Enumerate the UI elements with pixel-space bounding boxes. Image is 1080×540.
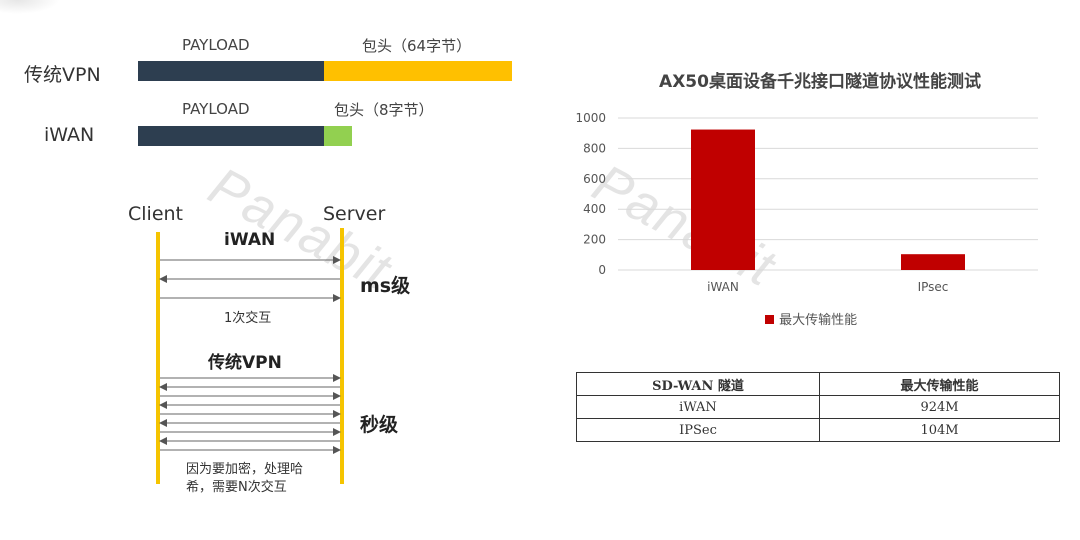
- vpn-header-caption: 包头（64字节）: [362, 37, 472, 55]
- iwan-sequence-title: iWAN: [224, 230, 276, 250]
- y-tick-label: 0: [598, 263, 606, 277]
- iwan-row-label: iWAN: [44, 124, 95, 146]
- table-row: IPSec 104M: [576, 418, 1060, 442]
- table-header-row: SD-WAN 隧道 最大传输性能: [576, 372, 1060, 396]
- vpn-row-label: 传统VPN: [24, 64, 101, 86]
- table-header-performance: 最大传输性能: [819, 372, 1060, 396]
- bar-iwan: [691, 129, 755, 270]
- chart-title: AX50桌面设备千兆接口隧道协议性能测试: [659, 72, 981, 92]
- client-lifeline: [156, 232, 160, 484]
- y-tick-label: 400: [583, 202, 606, 216]
- bar-chart: 0 200 400 600 800 1000 iWAN IPsec: [575, 111, 1038, 294]
- performance-table: SD-WAN 隧道 最大传输性能 iWAN 924M IPSec 104M: [576, 372, 1060, 442]
- vpn-exchange-note-line1: 因为要加密，处理哈: [186, 462, 304, 477]
- bar-ipsec: [901, 254, 965, 270]
- y-tick-label: 800: [583, 141, 606, 155]
- table-header-tunnel: SD-WAN 隧道: [576, 372, 820, 396]
- iwan-payload-caption: PAYLOAD: [182, 100, 250, 118]
- chart-legend: 最大传输性能: [765, 309, 857, 328]
- vpn-header-bar: [324, 61, 512, 81]
- y-tick-label: 1000: [575, 111, 606, 125]
- table-cell-performance: 104M: [819, 418, 1060, 442]
- vpn-latency-level: 秒级: [360, 414, 399, 436]
- server-label: Server: [323, 203, 386, 225]
- iwan-header-caption: 包头（8字节）: [334, 101, 434, 119]
- legend-label: 最大传输性能: [779, 313, 858, 328]
- table-cell-tunnel: iWAN: [576, 395, 820, 419]
- client-label: Client: [128, 203, 184, 225]
- table-cell-tunnel: IPSec: [576, 418, 820, 442]
- x-tick-label: iWAN: [707, 280, 739, 294]
- server-lifeline: [340, 228, 344, 484]
- x-tick-label: IPsec: [918, 280, 949, 294]
- corner-shadow: [0, 0, 60, 14]
- vpn-exchange-note-line2: 希，需要N次交互: [186, 480, 287, 495]
- vpn-payload-bar: [138, 61, 324, 81]
- vpn-sequence-title: 传统VPN: [208, 353, 282, 373]
- iwan-exchange-note: 1次交互: [224, 311, 272, 326]
- legend-swatch: [765, 315, 774, 324]
- y-tick-label: 600: [583, 172, 606, 186]
- table-cell-performance: 924M: [819, 395, 1060, 419]
- vpn-payload-caption: PAYLOAD: [182, 36, 250, 54]
- iwan-header-bar: [324, 126, 352, 146]
- iwan-latency-level: ms级: [360, 275, 411, 297]
- iwan-payload-bar: [138, 126, 324, 146]
- y-tick-label: 200: [583, 233, 606, 247]
- table-row: iWAN 924M: [576, 395, 1060, 419]
